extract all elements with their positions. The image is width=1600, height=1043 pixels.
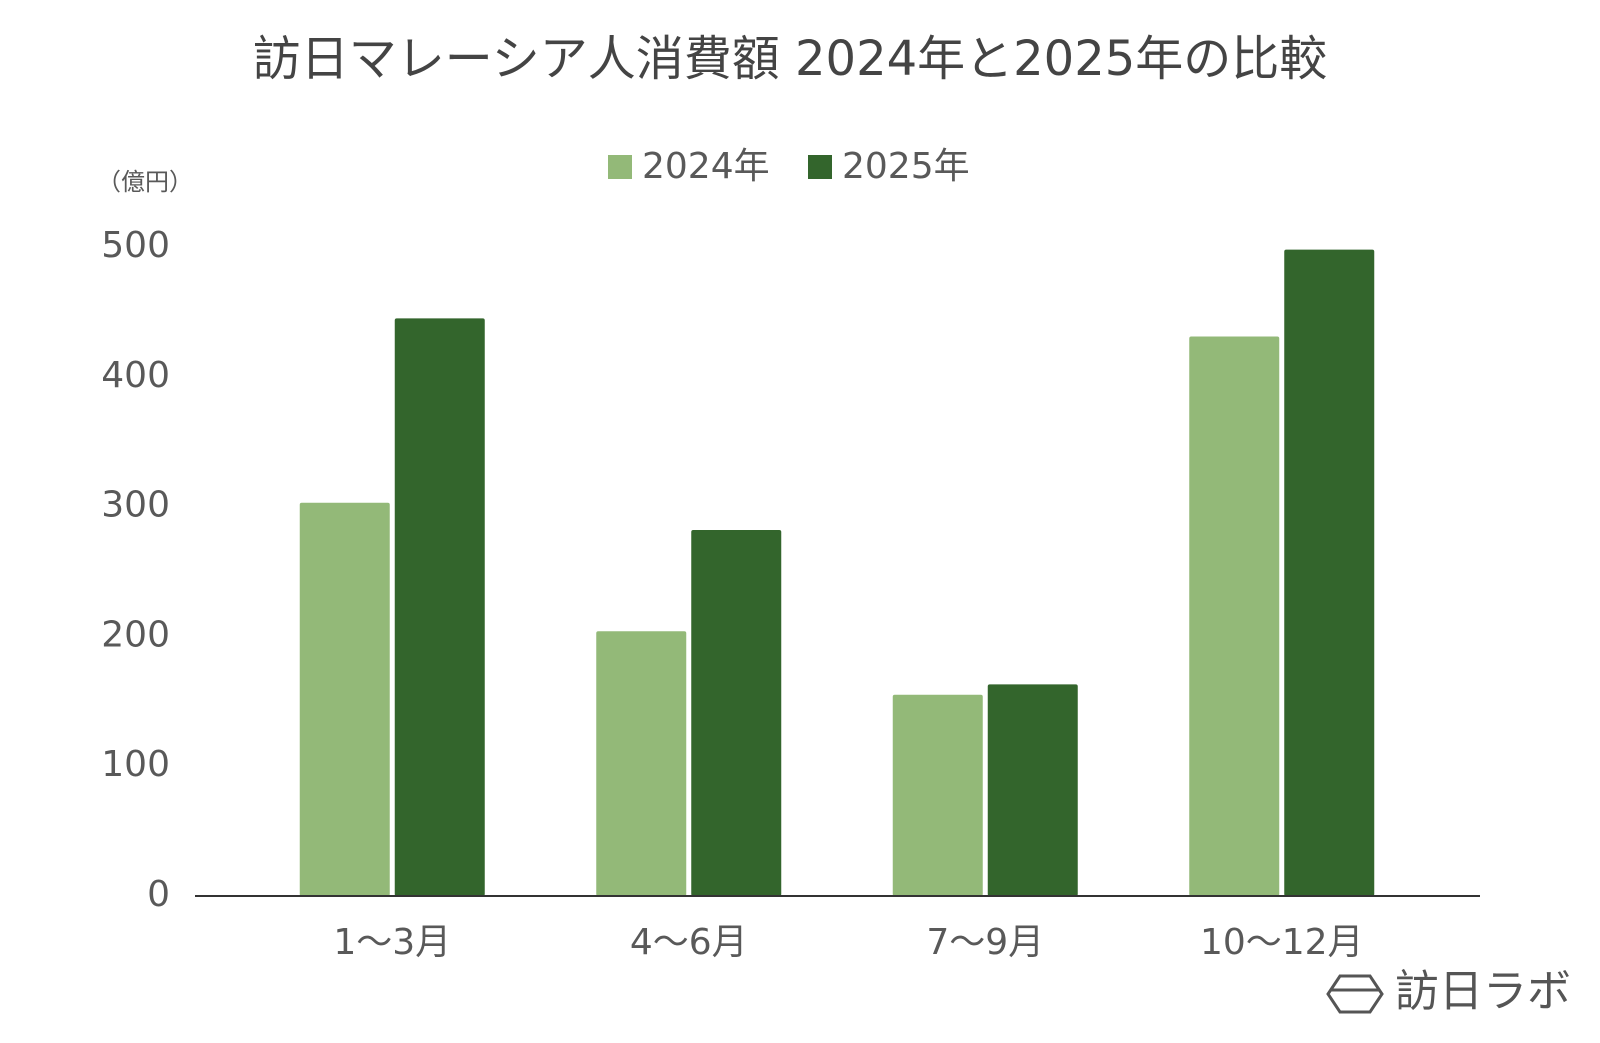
legend-label: 2024年	[642, 146, 770, 187]
y-tick-label: 200	[101, 614, 170, 655]
bar	[691, 529, 782, 896]
y-tick-label: 0	[147, 874, 170, 915]
bar	[299, 502, 390, 896]
bar	[1284, 249, 1375, 896]
bar	[394, 318, 485, 896]
x-tick-label: 7〜9月	[926, 922, 1044, 963]
chart-title: 訪日マレーシア人消費額 2024年と2025年の比較	[253, 31, 1328, 87]
legend-label: 2025年	[842, 146, 970, 187]
bar	[892, 694, 983, 896]
legend-swatch	[608, 155, 632, 179]
bar	[1189, 336, 1280, 896]
y-tick-label: 500	[101, 225, 170, 266]
watermark-logo	[1326, 974, 1384, 1014]
y-tick-label: 300	[101, 485, 170, 526]
x-tick-label: 10〜12月	[1200, 922, 1364, 963]
y-tick-label: 100	[101, 744, 170, 785]
bar	[596, 631, 687, 896]
legend-swatch	[808, 155, 832, 179]
x-tick-label: 1〜3月	[333, 922, 451, 963]
y-axis-label: （億円）	[97, 168, 193, 196]
x-tick-label: 4〜6月	[630, 922, 748, 963]
y-tick-label: 400	[101, 355, 170, 396]
watermark: 訪日ラボ	[1395, 966, 1571, 1017]
bar	[987, 684, 1078, 896]
